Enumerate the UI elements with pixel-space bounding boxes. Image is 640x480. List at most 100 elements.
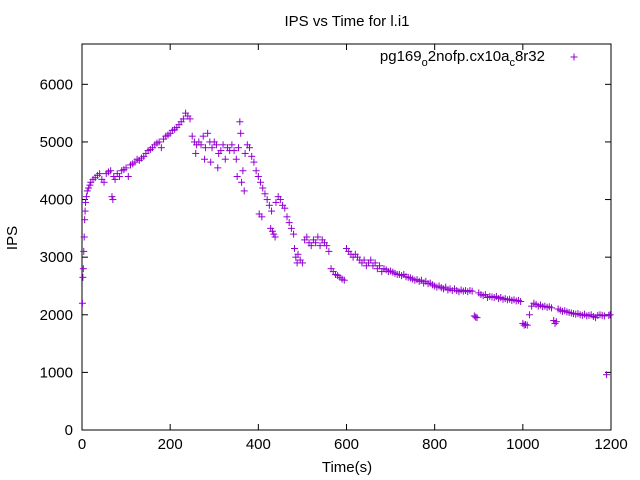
y-tick-label: 6000 <box>40 76 73 93</box>
data-point <box>600 312 608 320</box>
x-tick-label: 0 <box>78 436 86 453</box>
data-point <box>239 167 247 175</box>
data-point <box>197 141 205 149</box>
data-point <box>367 256 375 264</box>
data-point <box>298 259 306 267</box>
data-point <box>252 167 260 175</box>
data-point <box>201 144 209 152</box>
data-point <box>257 178 265 186</box>
data-point <box>281 204 289 212</box>
data-point <box>79 265 87 273</box>
data-point <box>217 147 225 155</box>
data-point <box>551 319 559 327</box>
x-axis-label: Time(s) <box>322 459 372 476</box>
y-axis-label: IPS <box>4 226 21 250</box>
data-point <box>219 141 227 149</box>
data-point <box>316 242 324 250</box>
y-tick-label: 1000 <box>40 364 73 381</box>
data-point <box>157 144 165 152</box>
data-point <box>236 118 244 126</box>
data-point <box>232 155 240 163</box>
legend-sub-2: c <box>509 57 515 69</box>
data-point <box>81 207 89 215</box>
data-point <box>276 196 284 204</box>
y-tick-label: 2000 <box>40 307 73 324</box>
data-point <box>214 164 222 172</box>
data-point <box>312 239 320 247</box>
data-point <box>246 144 254 152</box>
x-tick-label: 400 <box>246 436 271 453</box>
y-tick-label: 0 <box>65 422 73 439</box>
data-point <box>265 201 273 209</box>
data-point <box>268 227 276 235</box>
data-point <box>303 233 311 241</box>
data-point <box>234 144 242 152</box>
data-point <box>248 152 256 160</box>
y-tick-label: 5000 <box>40 134 73 151</box>
plot-frame <box>81 43 612 431</box>
legend: pg169o2nofp.cx10ac8r32 <box>380 48 578 69</box>
y-tick-label: 3000 <box>40 249 73 266</box>
data-point <box>323 242 331 250</box>
data-point <box>228 141 236 149</box>
data-point <box>208 144 216 152</box>
legend-mid: 2nofp.cx10a <box>428 48 510 65</box>
data-point <box>290 230 298 238</box>
data-point <box>201 155 209 163</box>
data-point <box>268 207 276 215</box>
data-point <box>237 129 245 137</box>
data-point <box>285 219 293 227</box>
data-point <box>314 233 322 241</box>
y-tick-label: 4000 <box>40 192 73 209</box>
data-point <box>179 115 187 123</box>
data-point <box>192 149 200 157</box>
x-tick-label: 200 <box>158 436 183 453</box>
x-tick-label: 800 <box>422 436 447 453</box>
axes <box>81 43 612 431</box>
data-point <box>108 193 116 201</box>
data-point <box>606 311 614 319</box>
data-point <box>85 184 93 192</box>
data-point <box>233 173 241 181</box>
x-tick-label: 1000 <box>506 436 539 453</box>
data-point <box>360 256 368 264</box>
data-point <box>124 173 132 181</box>
legend-base: pg169 <box>380 48 422 65</box>
data-point <box>258 213 266 221</box>
data-point <box>122 164 130 172</box>
x-tick-label: 600 <box>334 436 359 453</box>
data-point <box>115 173 123 181</box>
data-point <box>230 147 238 155</box>
data-point <box>82 193 90 201</box>
data-point <box>221 155 229 163</box>
data-point <box>261 190 269 198</box>
data-point <box>290 245 298 253</box>
data-point <box>79 273 87 281</box>
legend-tail: 8r32 <box>515 48 545 65</box>
data-point <box>238 178 246 186</box>
data-point <box>521 321 529 329</box>
data-point <box>547 304 555 312</box>
data-point <box>212 141 220 149</box>
data-point <box>270 230 278 238</box>
data-point <box>107 167 115 175</box>
data-point <box>263 196 271 204</box>
data-point <box>552 318 560 326</box>
data-point <box>525 311 533 319</box>
legend-marker <box>570 53 578 61</box>
data-point <box>155 138 163 146</box>
data-point <box>80 247 88 255</box>
data-point <box>96 170 104 178</box>
data-point <box>287 224 295 232</box>
data-point <box>186 115 194 123</box>
data-point <box>204 129 212 137</box>
data-point <box>272 198 280 206</box>
data-point <box>207 158 215 166</box>
data-point <box>603 371 611 379</box>
data-point <box>254 173 262 181</box>
data-point <box>376 262 384 270</box>
tick-marks: 0 200 400 600 800 1000 1200 0 1000 2000 3000 4000 50… <box>40 44 628 453</box>
data-point <box>523 321 531 329</box>
x-tick-label: 1200 <box>594 436 627 453</box>
